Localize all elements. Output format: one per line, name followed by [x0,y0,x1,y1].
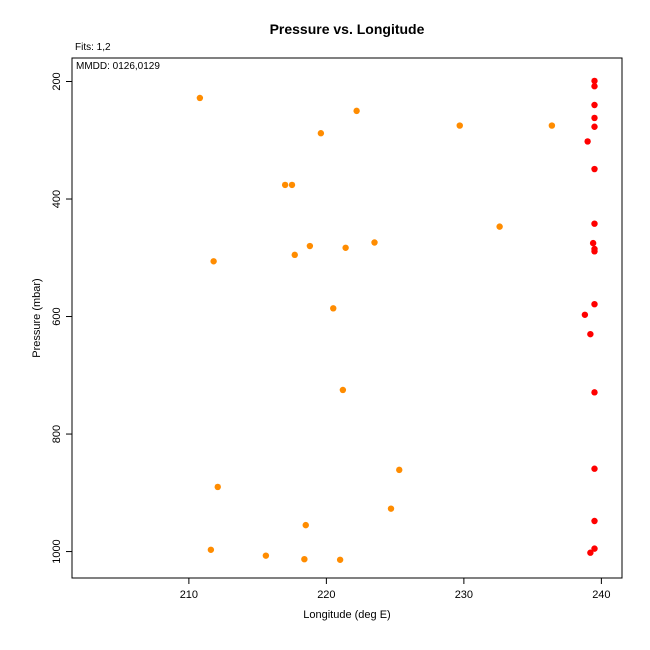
data-point-series-2 [591,220,598,227]
chart-title: Pressure vs. Longitude [270,21,425,37]
data-point-series-1 [387,505,395,512]
x-tick-label: 220 [317,589,335,601]
y-tick-label: 800 [51,425,63,443]
x-axis-label: Longitude (deg E) [303,609,390,621]
plot-frame [71,57,623,579]
mmdd-note: MMDD: 0126,0129 [76,61,160,72]
data-point-series-1 [371,239,378,246]
data-point-series-2 [591,300,598,308]
data-point-series-1 [301,555,308,563]
data-point-series-2 [591,114,598,122]
data-point-series-2 [581,311,589,318]
y-axis-label: Pressure (mbar) [31,278,43,357]
data-point-series-1 [336,556,344,563]
data-point-series-2 [591,517,598,525]
data-point-series-1 [288,181,296,189]
y-tick-label: 200 [51,72,63,90]
data-point-series-1 [353,107,360,115]
data-point-series-2 [589,239,597,247]
data-point-series-1 [262,552,270,559]
fits-note: Fits: 1,2 [75,42,111,53]
x-tick-label: 210 [180,589,198,601]
data-point-series-1 [456,122,463,129]
x-axis: 210 220 230 240 [180,577,611,601]
y-axis: 200 400 600 800 1000 [51,72,73,564]
data-point-series-1 [207,546,215,553]
data-point-series-2 [591,77,598,85]
data-point-series-1 [302,521,309,529]
x-tick-label: 230 [455,589,473,601]
y-tick-label: 1000 [51,539,63,563]
y-tick-label: 600 [51,307,63,325]
data-point-series-1 [396,466,403,474]
data-point-series-2 [587,549,594,556]
data-point-series-2 [591,248,598,255]
data-point-series-1 [339,386,347,394]
y-tick-label: 400 [51,190,63,208]
data-point-series-2 [591,83,598,90]
data-point-series-2 [591,101,598,109]
data-point-series-2 [584,138,591,145]
data-point-series-2 [591,123,598,130]
data-point-series-2 [591,165,598,173]
x-tick-label: 240 [592,589,610,601]
data-point-series-1 [214,483,221,491]
data-point-series-1 [317,130,325,137]
data-point-series-2 [591,465,598,472]
data-point-series-1 [210,258,217,265]
data-point-series-1 [548,122,556,129]
data-point-series-2 [591,389,598,396]
data-points [196,77,598,563]
data-point-series-1 [291,251,298,259]
data-point-series-1 [306,242,314,250]
data-point-series-2 [587,330,594,338]
data-point-series-1 [281,181,289,189]
data-point-series-1 [330,305,337,312]
data-point-series-1 [342,244,349,251]
data-point-series-1 [496,223,503,230]
data-point-series-2 [591,545,598,552]
data-point-series-1 [196,94,204,102]
